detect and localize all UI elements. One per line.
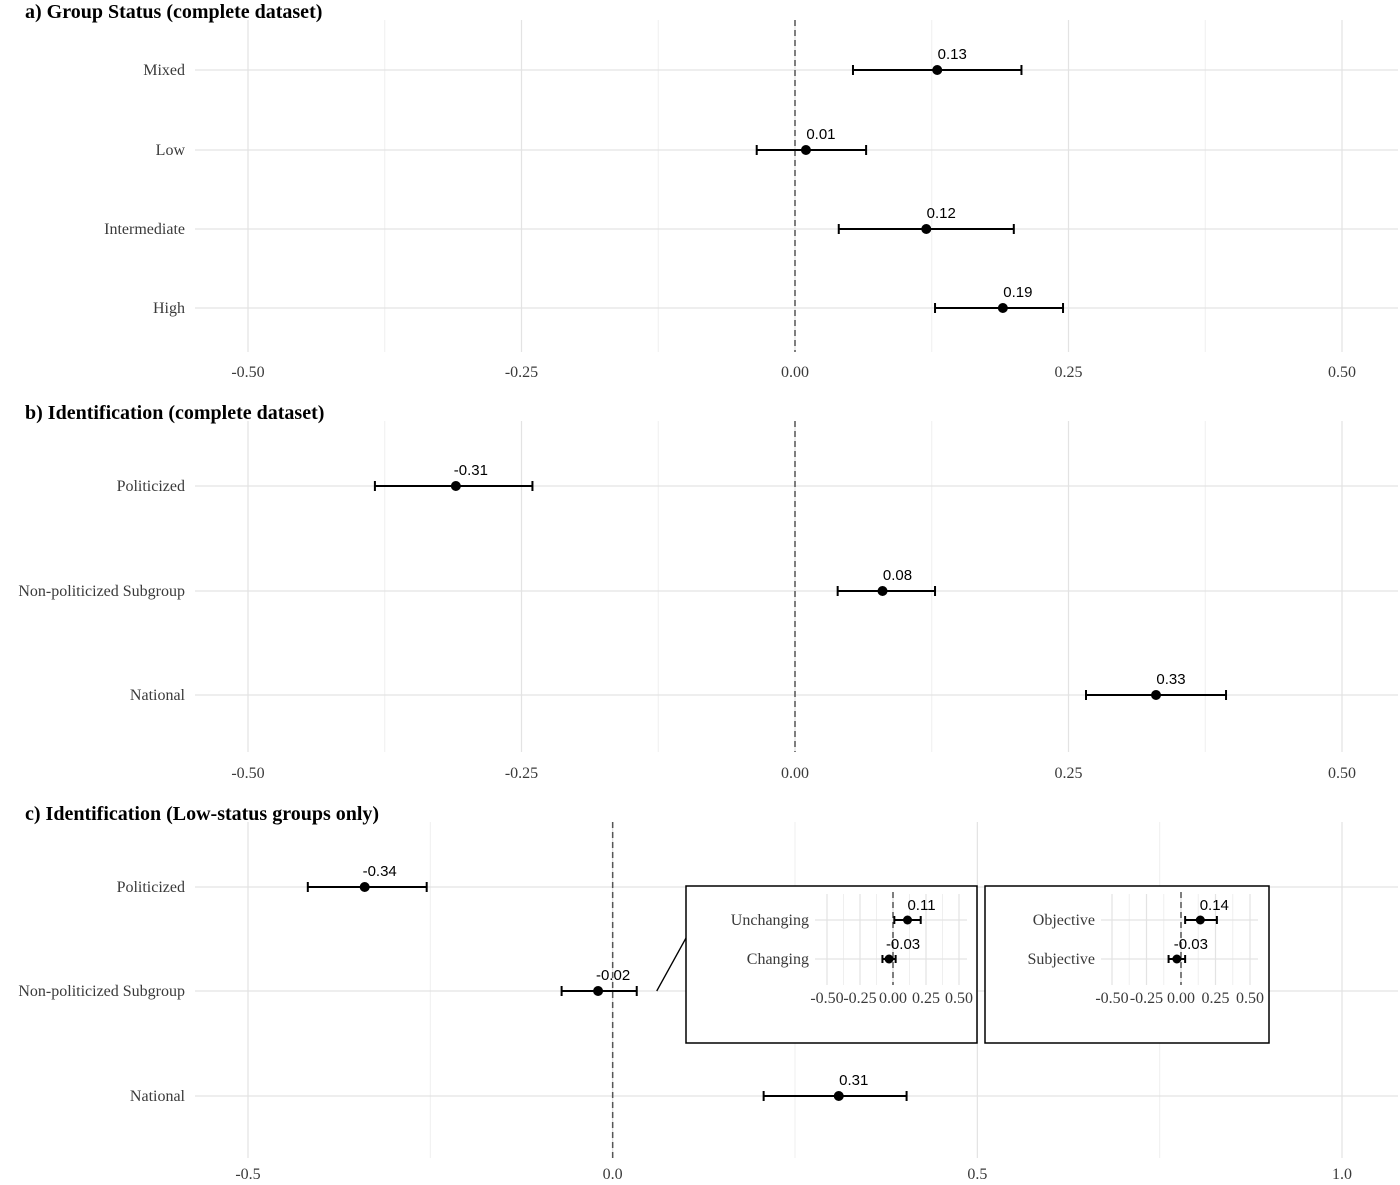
x-tick-label: 1.0 [1332,1166,1352,1183]
inset-0: -0.50 -0.25 0.00 0.25 0.50 Unchanging 0.11 Chan… [685,885,978,1044]
point-estimate [877,586,888,596]
data-label: 0.12 [927,205,956,222]
x-tick-label: -0.25 [505,364,538,381]
inset-x-tick-label: 0.50 [945,990,973,1007]
x-tick-label: 0.25 [1055,765,1083,782]
inset-x-tick-label: -0.50 [1095,990,1128,1007]
inset-data-label: 0.14 [1200,897,1229,914]
inset-x-tick-label: 0.25 [912,990,940,1007]
point-estimate [932,65,943,75]
point-estimate [359,882,370,892]
point-estimate [921,224,932,234]
category-label: Politicized [117,478,185,495]
data-label: 0.19 [1003,284,1032,301]
panel-title: c) Identification (Low-status groups onl… [25,803,379,825]
inset-category-label: Subjective [1027,951,1095,968]
inset-point-estimate [903,915,913,925]
x-tick-label: 0.50 [1328,765,1356,782]
inset-frame [984,885,1270,1044]
inset-x-tick-label: 0.00 [1167,990,1195,1007]
inset-category-label: Objective [1033,912,1095,929]
inset-frame [685,885,978,1044]
x-tick-label: -0.50 [231,765,264,782]
category-label: Politicized [117,879,185,896]
panel-0: a) Group Status (complete dataset) -0.50 -… [25,1,1398,381]
data-label: -0.34 [363,863,397,880]
x-tick-label: -0.25 [505,765,538,782]
category-label: Intermediate [104,221,185,238]
x-tick-label: 0.0 [603,1166,623,1183]
x-tick-label: 0.00 [781,364,809,381]
panel-title: b) Identification (complete dataset) [25,402,324,424]
inset-point-estimate [1172,954,1182,964]
inset-x-tick-label: 0.00 [879,990,907,1007]
point-estimate [593,986,604,996]
point-estimate [833,1091,844,1101]
point-estimate [1151,690,1162,700]
category-label: Non-politicized Subgroup [18,983,185,1000]
point-estimate [800,145,811,155]
inset-category-label: Unchanging [731,912,809,929]
category-label: High [153,300,185,317]
category-label: Non-politicized Subgroup [18,583,185,600]
point-estimate [997,303,1008,313]
inset-1: -0.50 -0.25 0.00 0.25 0.50 Objective 0.14 Subje… [984,885,1270,1044]
inset-data-label: 0.11 [907,897,935,914]
data-label: -0.02 [596,967,630,984]
inset-x-tick-label: -0.25 [1130,990,1163,1007]
data-label: -0.31 [454,462,488,479]
data-label: 0.08 [883,567,912,584]
inset-connector-line [656,937,687,992]
category-label: National [130,1088,186,1105]
inset-category-label: Changing [747,951,809,968]
x-tick-label: 0.50 [1328,364,1356,381]
point-estimate [450,481,461,491]
data-label: 0.33 [1156,671,1185,688]
inset-point-estimate [884,954,894,964]
data-label: 0.13 [938,46,967,63]
category-label: Mixed [143,62,185,79]
data-label: 0.31 [839,1072,868,1089]
panel-title: a) Group Status (complete dataset) [25,1,322,23]
panel-1: b) Identification (complete dataset) -0.5… [18,402,1398,782]
inset-x-tick-label: -0.25 [843,990,876,1007]
inset-x-tick-label: 0.25 [1202,990,1230,1007]
x-tick-label: 0.5 [967,1166,987,1183]
inset-point-estimate [1195,915,1205,925]
x-tick-label: -0.50 [231,364,264,381]
category-label: Low [156,142,186,159]
x-tick-label: 0.25 [1055,364,1083,381]
inset-x-tick-label: 0.50 [1236,990,1264,1007]
x-tick-label: -0.5 [235,1166,260,1183]
inset-data-label: -0.03 [1174,936,1208,953]
x-tick-label: 0.00 [781,765,809,782]
data-label: 0.01 [806,126,835,143]
category-label: National [130,687,186,704]
inset-x-tick-label: -0.50 [810,990,843,1007]
inset-data-label: -0.03 [886,936,920,953]
